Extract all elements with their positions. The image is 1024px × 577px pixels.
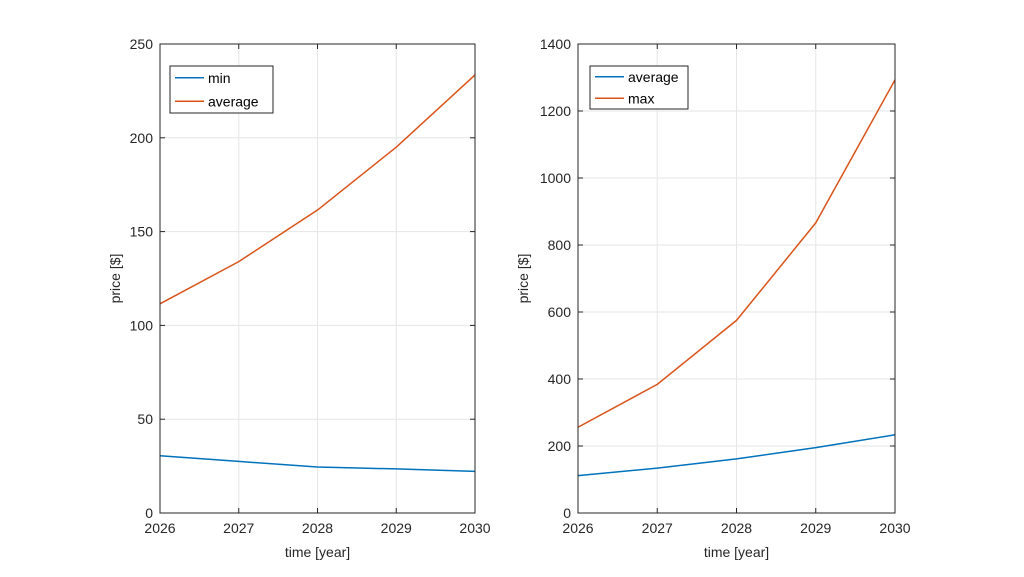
x-tick-label: 2029 [800,520,831,536]
x-tick-label: 2029 [381,520,412,536]
y-tick-label: 800 [548,237,572,253]
legend-entry-max: max [628,90,654,106]
x-tick-label: 2030 [879,520,910,536]
series-line-max [577,79,896,428]
x-tick-label: 2026 [144,520,175,536]
x-tick-label: 2027 [223,520,254,536]
x-tick-label: 2028 [721,520,752,536]
x-tick-label: 2026 [562,520,593,536]
x-axis-label: time [year] [285,544,350,560]
x-tick-label: 2027 [642,520,673,536]
right-plot: 2026 2027 2028 2029 2030 0 200 400 600 800 1000 120… [515,36,911,560]
y-tick-label: 150 [130,224,154,240]
series-line-average [159,74,476,305]
y-tick-label: 1400 [540,36,571,52]
x-tick-label: 2028 [302,520,333,536]
y-tick-label: 600 [548,304,572,320]
y-tick-label: 0 [563,505,571,521]
y-tick-label: 50 [137,411,153,427]
legend: min average [169,65,274,114]
y-axis-label: price [$] [515,254,531,304]
y-tick-label: 200 [130,130,154,146]
y-tick-label: 200 [548,438,572,454]
series-line-min [159,455,476,473]
x-tick-label: 2030 [459,520,490,536]
legend-box [169,65,274,114]
y-tick-label: 400 [548,371,572,387]
y-tick-label: 250 [130,36,154,52]
series-line-average [577,434,896,477]
left-plot: 2026 2027 2028 2029 2030 0 50 100 150 200 250 time … [107,36,491,560]
legend-box [589,65,689,110]
x-axis-label: time [year] [704,544,769,560]
legend-entry-average: average [208,93,259,109]
y-tick-label: 1000 [540,170,571,186]
legend-entry-average: average [628,69,679,85]
y-axis-label: price [$] [107,254,123,304]
y-tick-label: 0 [145,505,153,521]
y-tick-label: 1200 [540,103,571,119]
y-tick-label: 100 [130,317,154,333]
legend-entry-min: min [208,70,231,86]
legend: average max [589,65,689,110]
